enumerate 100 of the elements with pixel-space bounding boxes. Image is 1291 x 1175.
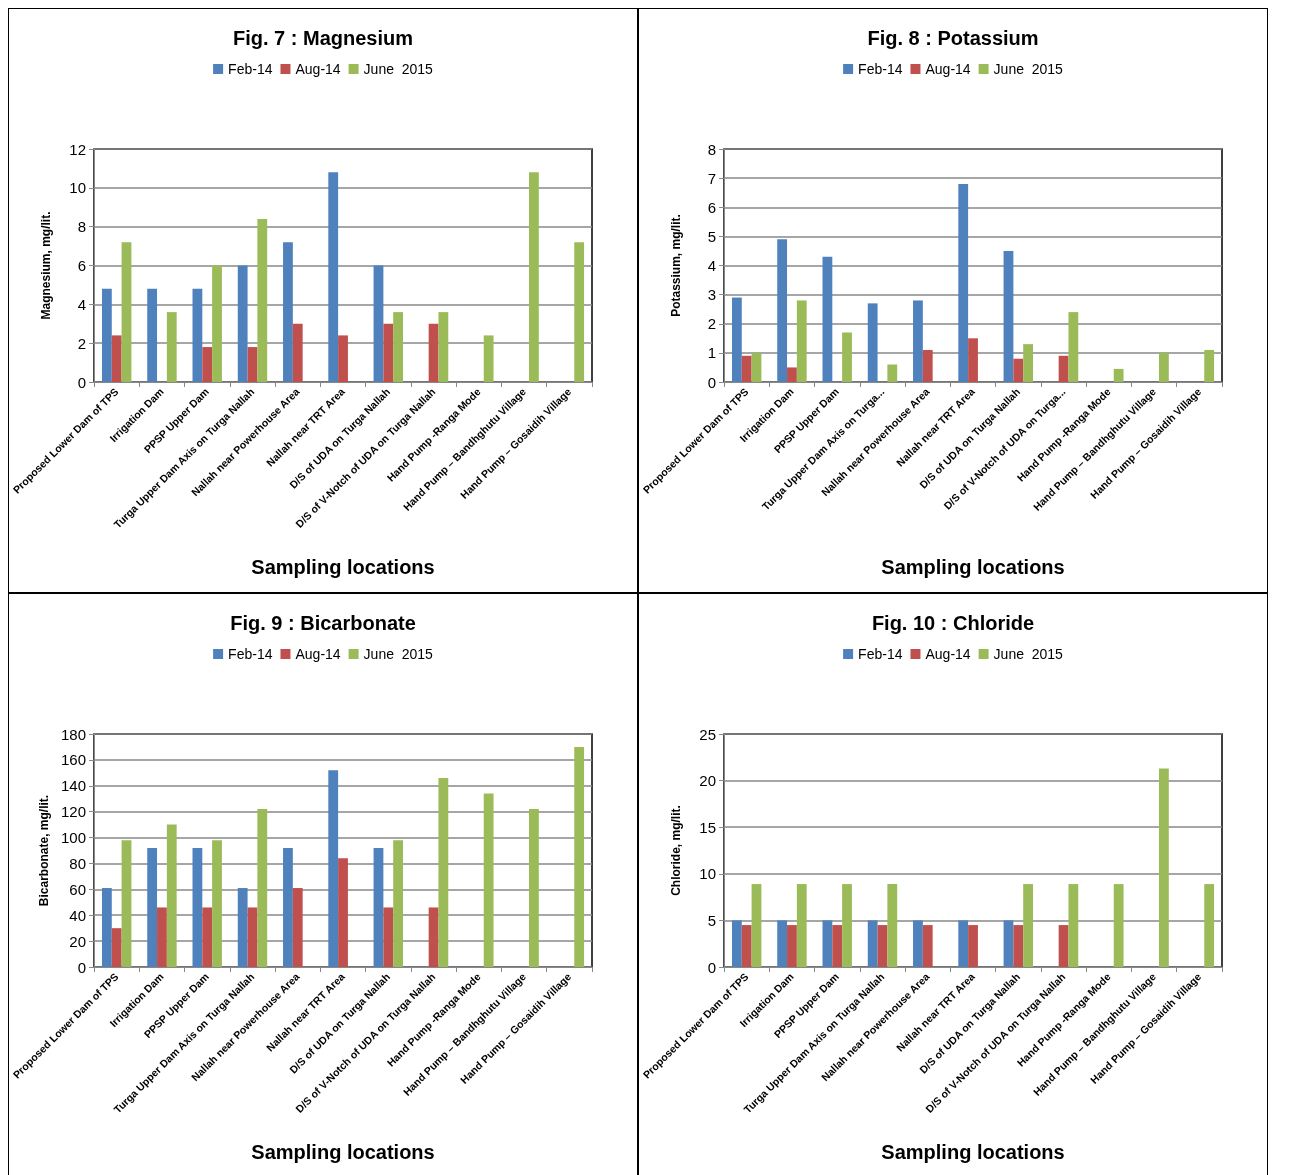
bar (111, 335, 122, 382)
bar (202, 907, 213, 967)
bar (731, 297, 742, 382)
bar (751, 884, 762, 967)
bar (192, 288, 203, 382)
bar (483, 793, 494, 967)
bar (121, 840, 132, 967)
bar (237, 265, 248, 382)
y-tick-label: 10 (69, 179, 87, 197)
bar (247, 907, 258, 967)
x-axis-title: Sampling locations (881, 556, 1065, 578)
y-axis-title: Magnesium, mg/lit. (39, 211, 54, 320)
y-tick-label: 160 (61, 751, 87, 769)
bar (247, 347, 258, 382)
chart-title: Fig. 7 : Magnesium (232, 27, 414, 49)
legend-label: June 2015 (363, 646, 434, 662)
y-tick-label: 4 (77, 295, 87, 313)
y-tick-label: 5 (707, 227, 717, 245)
x-axis-title: Sampling locations (251, 556, 435, 578)
y-tick-label: 6 (77, 257, 87, 274)
bar (1159, 352, 1169, 382)
y-tick-label: 180 (61, 725, 87, 743)
legend-label: Feb-14 (228, 61, 273, 77)
bar (257, 809, 268, 967)
bar (777, 920, 788, 967)
y-tick-label: 12 (69, 140, 87, 158)
bar (1023, 344, 1033, 382)
y-tick-label: 5 (707, 911, 717, 929)
bar (393, 840, 403, 967)
bar (428, 907, 439, 967)
bar (257, 218, 268, 382)
bar (842, 332, 852, 382)
bar (1058, 925, 1069, 967)
bar (147, 847, 158, 967)
bar (166, 312, 177, 382)
bar (1003, 920, 1014, 967)
bar (822, 256, 833, 382)
y-tick-label: 140 (61, 777, 87, 795)
bar (147, 288, 158, 382)
y-tick-label: 120 (61, 803, 87, 821)
y-tick-label: 20 (699, 772, 717, 790)
y-tick-label: 4 (707, 257, 717, 274)
bar (574, 242, 585, 382)
y-tick-label: 80 (69, 854, 87, 872)
y-tick-label: 20 (69, 932, 87, 950)
bar (101, 288, 112, 382)
y-tick-label: 2 (707, 315, 717, 333)
bar (483, 335, 494, 382)
bar (529, 172, 539, 382)
bar (731, 920, 742, 967)
bar (867, 920, 878, 967)
bar (1013, 925, 1024, 967)
x-axis-title: Sampling locations (881, 1141, 1065, 1163)
y-tick-label: 7 (707, 169, 717, 187)
bar (796, 884, 807, 967)
legend-label: June 2015 (993, 61, 1064, 77)
bar (958, 920, 969, 967)
bar (867, 303, 878, 382)
bar (968, 925, 978, 967)
bar (1159, 768, 1169, 967)
bar (796, 300, 807, 382)
chart-title: Fig. 8 : Potassium (867, 27, 1039, 49)
chart-title: Fig. 10 : Chloride (871, 612, 1035, 634)
y-axis-title: Chloride, mg/lit. (669, 805, 684, 896)
bar (237, 888, 248, 967)
bar (157, 907, 167, 967)
bar (1003, 250, 1014, 382)
bar (283, 242, 293, 382)
bar (1068, 884, 1079, 967)
y-tick-label: 1 (707, 344, 717, 362)
bar (842, 884, 852, 967)
bar (1058, 355, 1069, 382)
bar (438, 312, 449, 382)
bar (1204, 884, 1215, 967)
bar (922, 925, 933, 967)
bar (383, 323, 394, 382)
bar (922, 349, 933, 382)
bar (192, 847, 203, 967)
y-tick-label: 15 (699, 818, 717, 836)
bar (822, 920, 833, 967)
y-tick-label: 10 (699, 865, 717, 883)
bar (101, 888, 112, 967)
bar (292, 323, 303, 382)
bar (787, 367, 797, 382)
bar (373, 847, 384, 967)
bar (166, 824, 177, 967)
bar (529, 809, 539, 967)
bar (832, 925, 843, 967)
bar (741, 355, 752, 382)
legend-label: Aug-14 (925, 646, 971, 662)
y-tick-label: 60 (69, 880, 87, 898)
bar (373, 265, 384, 382)
legend-label: Aug-14 (295, 646, 341, 662)
bar (328, 770, 339, 967)
bar (338, 858, 348, 967)
bar (787, 925, 797, 967)
bar (383, 907, 394, 967)
chart-title: Fig. 9 : Bicarbonate (230, 612, 416, 634)
legend-label: June 2015 (363, 61, 434, 77)
bar (338, 335, 348, 382)
